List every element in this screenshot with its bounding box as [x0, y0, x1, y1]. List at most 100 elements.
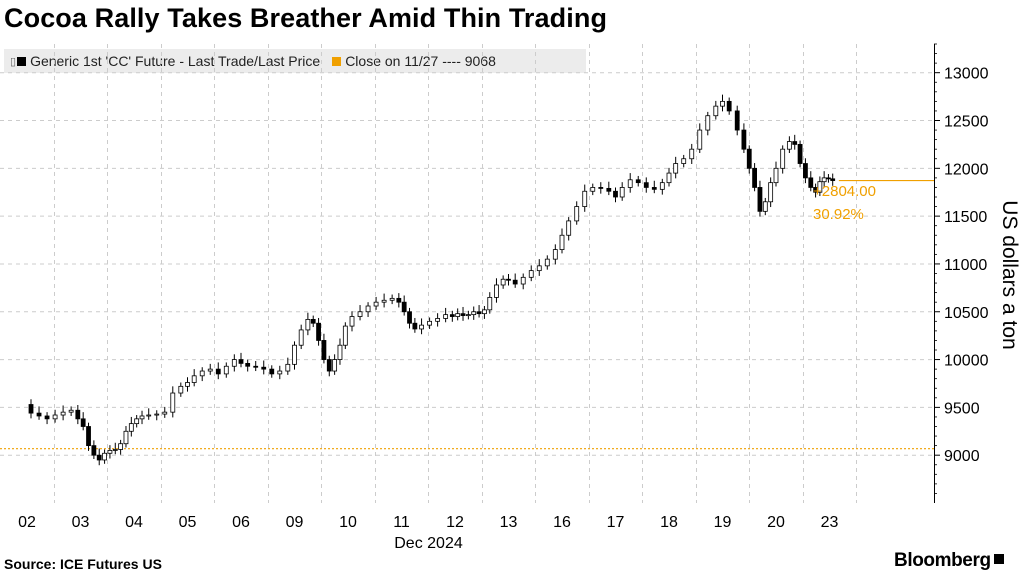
- x-tick-label: 05: [179, 514, 197, 531]
- candle-body: [373, 301, 379, 307]
- candle-body: [752, 167, 757, 188]
- x-tick-label: 11: [393, 514, 410, 531]
- candle-body: [720, 100, 725, 107]
- candle-body: [310, 318, 316, 324]
- candle-body: [536, 265, 542, 272]
- candle-body: [826, 177, 831, 180]
- candle-body: [635, 179, 641, 184]
- y-tick-label: 11000: [944, 257, 987, 274]
- y-tick-label: 12500: [944, 114, 989, 131]
- candle-body: [574, 206, 580, 222]
- x-tick-label: 09: [286, 514, 304, 531]
- candle-body: [455, 313, 461, 317]
- candle-body: [590, 187, 596, 192]
- candle-body: [673, 163, 679, 174]
- candle-body: [746, 148, 752, 169]
- x-tick-label: 17: [607, 514, 625, 531]
- candle-body: [191, 375, 197, 383]
- candle-body: [817, 181, 823, 193]
- candle-body: [689, 148, 695, 160]
- candle-body: [60, 411, 66, 416]
- candle-body: [123, 430, 129, 445]
- candle-body: [697, 129, 703, 150]
- candle-body: [768, 182, 774, 203]
- candle-body: [520, 276, 526, 285]
- candle-body: [449, 314, 455, 317]
- candle-body: [427, 320, 432, 326]
- candle-body: [407, 311, 412, 324]
- candle-body: [215, 368, 221, 375]
- candle-body: [705, 115, 711, 131]
- x-tick-label: 03: [72, 514, 90, 531]
- candle-body: [500, 278, 506, 286]
- candle-body: [627, 179, 633, 188]
- x-tick-label: 13: [500, 514, 518, 531]
- candle-body: [128, 423, 134, 432]
- candle-body: [734, 110, 740, 131]
- x-tick-label: 18: [660, 514, 678, 531]
- x-axis-title: Dec 2024: [394, 535, 463, 552]
- candle-body: [178, 385, 184, 394]
- candle-body: [139, 415, 145, 420]
- candle-body: [298, 329, 304, 346]
- candle-body: [332, 359, 338, 372]
- candle-body: [118, 443, 124, 450]
- candle-body: [326, 359, 332, 372]
- x-tick-label: 12: [446, 514, 464, 531]
- candle-body: [559, 234, 565, 250]
- candle-body: [830, 178, 836, 181]
- candle-body: [651, 187, 657, 190]
- percent-annotation: 30.92%: [813, 206, 864, 223]
- candle-body: [606, 187, 612, 192]
- series-swatch-icon: [17, 56, 27, 66]
- candle-body: [207, 368, 213, 372]
- candle-body: [396, 297, 402, 303]
- y-tick-label: 12000: [944, 161, 989, 178]
- candle-body: [613, 190, 618, 198]
- candle-body: [269, 368, 275, 375]
- x-tick-label: 10: [339, 514, 357, 531]
- candle-body: [460, 313, 466, 316]
- x-tick-label: 19: [714, 514, 732, 531]
- x-tick-label: 16: [553, 514, 571, 531]
- candle-body: [786, 141, 792, 150]
- candle-body: [666, 172, 672, 184]
- candle-body: [552, 249, 558, 260]
- brand-text: Bloomberg: [894, 550, 991, 571]
- candle-body: [146, 414, 152, 417]
- bloomberg-logo: Bloomberg: [894, 550, 1004, 572]
- candle-body: [435, 318, 441, 322]
- candle-body: [285, 363, 291, 372]
- candle-body: [292, 344, 297, 365]
- candle-body: [52, 414, 58, 420]
- y-tick-label: 13000: [944, 66, 989, 83]
- y-tick-label: 10500: [944, 305, 989, 322]
- candle-body: [91, 445, 97, 456]
- candle-body: [476, 311, 482, 315]
- candle-body: [412, 322, 418, 330]
- candle-body: [544, 258, 550, 267]
- legend: ▯ Generic 1st 'CC' Future - Last Trade/L…: [4, 49, 586, 73]
- candle-body: [337, 344, 343, 360]
- candle-body: [75, 409, 81, 420]
- candle-body: [582, 190, 588, 207]
- reference-swatch-icon: [332, 56, 342, 66]
- logo-square-icon: [993, 554, 1004, 564]
- candle-body: [321, 340, 327, 360]
- candle-body: [419, 324, 424, 330]
- y-tick-label: 9500: [944, 400, 980, 417]
- candle-body: [381, 299, 387, 303]
- candle-body: [154, 413, 160, 416]
- candle-body: [305, 318, 311, 331]
- candle-body: [365, 305, 371, 313]
- candle-body: [28, 404, 34, 414]
- candle-body: [389, 297, 395, 301]
- candle-body: [792, 141, 798, 145]
- source-note: Source: ICE Futures US: [4, 556, 162, 572]
- candle-body: [253, 365, 259, 368]
- candle-body: [713, 105, 719, 117]
- y-tick-label: 9000: [944, 448, 980, 465]
- candle-body: [681, 158, 687, 164]
- legend-reference-label: Close on 11/27 ---- 9068: [345, 53, 496, 69]
- candle-body: [238, 359, 244, 364]
